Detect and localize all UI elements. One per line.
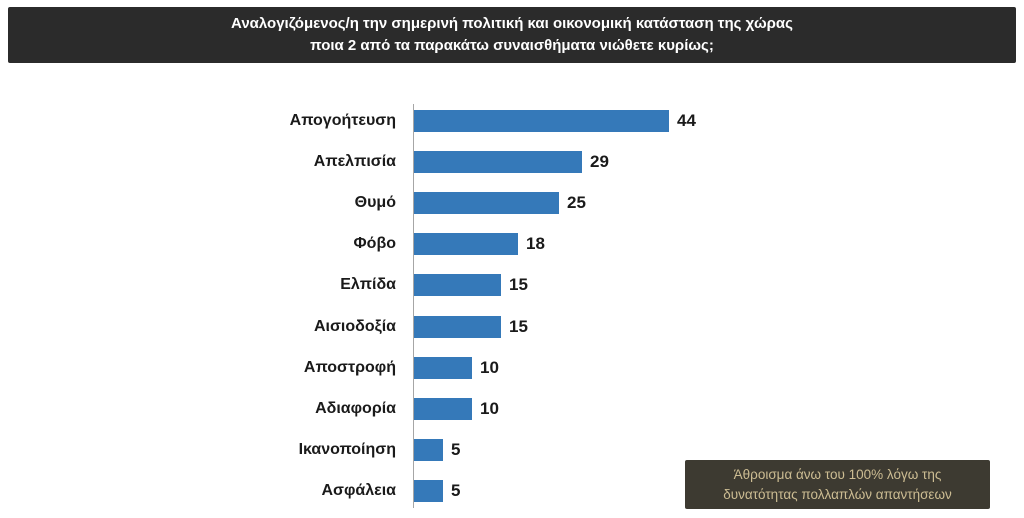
value-label: 15 [509, 316, 528, 336]
bar-segment [414, 397, 472, 420]
category-label: Αδιαφορία [315, 399, 396, 417]
value-label: 44 [677, 110, 696, 130]
category-label: Αποστροφή [303, 358, 396, 376]
chart-title: Αναλογιζόμενος/η την σημερινή πολιτική κ… [8, 7, 1016, 63]
bar-row: Αποστροφή 10 [0, 347, 1024, 388]
bar-segment [414, 439, 443, 462]
bar-row: Φόβο 18 [0, 224, 1024, 265]
bar-zone: 15 [405, 265, 528, 306]
value-label: 10 [480, 398, 499, 418]
category-label: Απογοήτευση [289, 111, 396, 129]
bar-row: Απογοήτευση 44 [0, 100, 1024, 141]
value-label: 5 [451, 481, 461, 501]
bar-row: Ελπίδα 15 [0, 265, 1024, 306]
bar-row: Αδιαφορία 10 [0, 388, 1024, 429]
bar-segment [414, 274, 501, 297]
value-label: 15 [509, 275, 528, 295]
footnote-line2: δυνατότητας πολλαπλών απαντήσεων [723, 486, 952, 502]
category-label: Ελπίδα [340, 276, 396, 294]
chart-title-line2: ποια 2 από τα παρακάτω συναισθήματα νιώθ… [310, 37, 714, 54]
bar-row: Ασφάλεια 5 [0, 471, 1024, 512]
bar-zone: 18 [405, 224, 545, 265]
bar-zone: 44 [405, 100, 696, 141]
chart-title-line1: Αναλογιζόμενος/η την σημερινή πολιτική κ… [231, 15, 793, 33]
bar-zone: 5 [405, 471, 460, 512]
category-label: Αισιοδοξία [313, 317, 396, 335]
category-label: Ασφάλεια [321, 482, 396, 500]
category-label: Θυμό [354, 193, 396, 211]
bar-segment [414, 480, 443, 503]
bar-segment [414, 109, 669, 132]
bar-row: Αισιοδοξία 15 [0, 306, 1024, 347]
bar-chart: Απογοήτευση 44 Απελπισία 29 Θυμό 25 Φόβο 18 Ελπί… [0, 100, 1024, 510]
bar-segment [414, 150, 582, 173]
value-label: 10 [480, 357, 499, 377]
bar-segment [414, 315, 501, 338]
bar-row: Ικανοποίηση 5 [0, 430, 1024, 471]
bar-segment [414, 356, 472, 379]
bar-zone: 10 [405, 388, 499, 429]
bar-zone: 5 [405, 430, 460, 471]
bar-row: Θυμό 25 [0, 182, 1024, 223]
bar-zone: 10 [405, 347, 499, 388]
category-label: Ικανοποίηση [298, 441, 396, 459]
bar-zone: 29 [405, 141, 609, 182]
value-label: 29 [590, 151, 609, 171]
bar-row: Απελπισία 29 [0, 141, 1024, 182]
footnote-box: Άθροισμα άνω του 100% λόγω της δυνατότητ… [685, 460, 990, 509]
y-axis-line [413, 104, 414, 508]
category-label: Φόβο [353, 235, 396, 253]
bar-segment [414, 233, 518, 256]
bar-zone: 15 [405, 306, 528, 347]
value-label: 5 [451, 440, 461, 460]
value-label: 25 [567, 192, 586, 212]
value-label: 18 [526, 234, 545, 254]
footnote-line1: Άθροισμα άνω του 100% λόγω της [733, 466, 942, 482]
bar-segment [414, 191, 559, 214]
category-label: Απελπισία [313, 152, 396, 170]
bar-zone: 25 [405, 182, 586, 223]
